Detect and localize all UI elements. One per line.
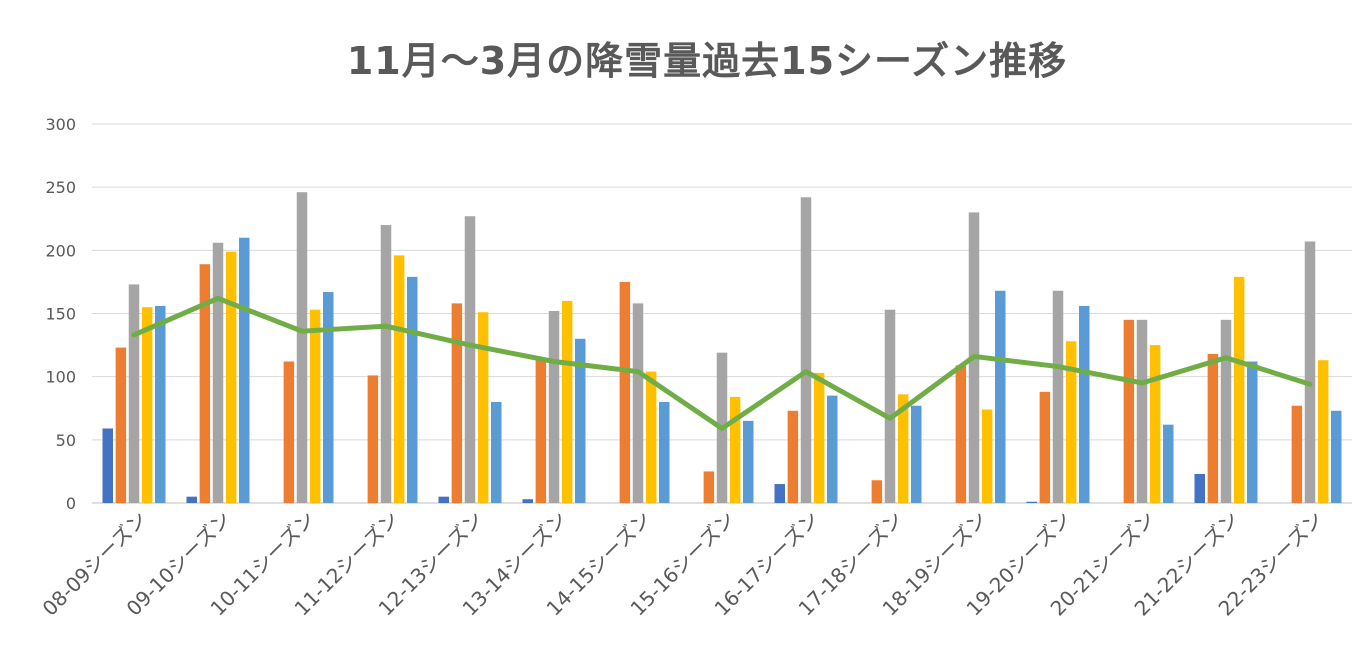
bar-series-4 [813, 372, 825, 503]
bar-series-3 [1052, 290, 1064, 503]
bar-series-5 [323, 292, 334, 503]
bar-series-5 [491, 401, 502, 503]
bar-series-4 [141, 307, 153, 503]
y-tick-label: 250 [45, 178, 76, 197]
bar-series-3 [380, 225, 392, 504]
bar-series-4 [981, 409, 993, 503]
y-tick-label: 50 [56, 431, 76, 450]
bar-series-2 [451, 303, 463, 503]
bar-series-4 [645, 371, 657, 503]
bar-series-3 [548, 310, 560, 503]
average-line [131, 295, 1313, 431]
bars [102, 192, 1342, 504]
y-tick-label: 200 [45, 241, 76, 260]
bar-series-5 [575, 338, 586, 503]
bar-series-3 [884, 309, 896, 503]
bar-series-3 [1220, 319, 1232, 503]
bar-series-2 [703, 471, 715, 503]
bar-series-5 [1247, 361, 1258, 503]
bar-series-2 [367, 375, 379, 503]
bar-series-5 [407, 276, 418, 503]
bar-series-3 [128, 284, 140, 503]
bar-series-2 [955, 365, 967, 503]
y-axis-tick-labels: 0 50 100 150 200 250 300 [45, 115, 76, 513]
bar-series-4 [897, 394, 909, 503]
bar-series-1 [438, 496, 449, 503]
bar-series-2 [1123, 319, 1135, 503]
bar-series-2 [283, 361, 295, 503]
y-tick-label: 0 [66, 494, 76, 513]
chart-title: 11月〜3月の降雪量過去15シーズン推移 [346, 39, 1068, 83]
bar-series-5 [1163, 424, 1174, 503]
bar-series-5 [155, 305, 166, 503]
bar-series-3 [464, 216, 476, 503]
bar-series-2 [115, 347, 127, 503]
bar-series-2 [619, 281, 631, 503]
bar-series-4 [1233, 276, 1245, 503]
bar-series-1 [1194, 473, 1205, 503]
y-tick-label: 300 [45, 115, 76, 134]
bar-series-4 [1317, 360, 1329, 503]
bar-series-3 [632, 303, 644, 503]
bar-series-3 [1136, 319, 1148, 503]
bar-series-1 [186, 496, 197, 503]
bar-series-3 [1304, 241, 1316, 504]
bar-series-3 [212, 242, 224, 503]
bar-series-2 [787, 410, 799, 503]
bar-series-4 [393, 255, 405, 503]
bar-series-4 [477, 312, 489, 503]
bar-series-5 [1331, 410, 1342, 503]
bar-series-5 [995, 290, 1006, 503]
bar-series-5 [659, 401, 670, 503]
bar-series-4 [561, 300, 573, 503]
bar-series-5 [1079, 305, 1090, 503]
bar-series-1 [774, 484, 785, 503]
bar-series-3 [800, 197, 812, 504]
bar-series-5 [239, 237, 250, 503]
bar-series-2 [535, 360, 547, 503]
bar-series-1 [102, 428, 113, 503]
line-series [131, 295, 1313, 431]
bar-series-5 [911, 405, 922, 503]
bar-series-4 [729, 396, 741, 503]
bar-series-1 [1026, 501, 1037, 503]
y-tick-label: 100 [45, 368, 76, 387]
bar-series-4 [225, 251, 237, 503]
bar-series-2 [1039, 391, 1051, 503]
bar-series-2 [199, 264, 211, 503]
bar-series-5 [827, 395, 838, 503]
bar-series-2 [871, 480, 883, 503]
bar-series-2 [1291, 405, 1303, 503]
bar-series-5 [743, 420, 754, 503]
y-tick-label: 150 [45, 305, 76, 324]
bar-series-4 [1149, 345, 1161, 503]
x-axis-category-labels: 08-09シーズン09-10シーズン10-11シーズン11-12シーズン12-1… [38, 507, 1328, 621]
bar-series-4 [309, 309, 321, 503]
bar-series-1 [522, 499, 533, 503]
bar-series-4 [1065, 341, 1077, 503]
bar-series-3 [296, 192, 308, 503]
bar-series-2 [1207, 353, 1219, 503]
